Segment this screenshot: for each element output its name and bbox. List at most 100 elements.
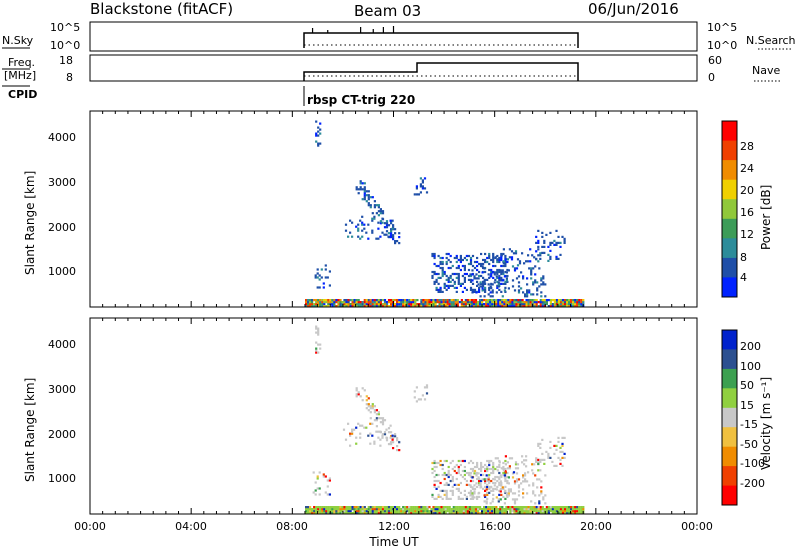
heatmap-cell [572,303,575,306]
heatmap-cell [305,301,308,304]
heatmap-cell [542,281,545,284]
heatmap-cell [547,510,550,513]
heatmap-cell [500,276,503,279]
heatmap-cell [432,510,435,513]
heatmap-cell [315,347,318,350]
heatmap-cell [504,260,507,264]
heatmap-cell [488,262,491,266]
heatmap-cell [419,185,422,188]
heatmap-cell [481,287,484,290]
heatmap-cell [498,477,501,481]
heatmap-cell [447,465,450,469]
heatmap-cell [488,473,491,477]
heatmap-cell [496,284,499,287]
heatmap-cell [351,221,354,224]
heatmap-cell [513,500,517,503]
heatmap-cell [486,497,489,500]
heatmap-cell [564,305,567,308]
heatmap-cell [501,301,504,304]
heatmap-cell [551,305,554,308]
heatmap-cell [503,510,506,513]
heatmap-cell [515,508,518,511]
heatmap-cell [339,510,342,513]
heatmap-cell [471,497,475,500]
heatmap-cell [532,490,535,493]
heatmap-cell [317,508,320,511]
heatmap-cell [438,301,441,304]
heatmap-cell [471,254,475,258]
heatmap-cell [524,295,527,298]
heatmap-cell [361,303,364,306]
heatmap-cell [488,459,491,463]
heatmap-cell [423,386,427,389]
heatmap-cell [441,467,444,471]
heatmap-cell [553,243,556,246]
heatmap-cell [521,508,524,511]
power-cbar-tick-12: 12 [740,228,754,241]
heatmap-cell [408,510,411,513]
heatmap-cell [498,278,501,281]
heatmap-cell [469,260,473,264]
heatmap-cell [482,276,485,279]
heatmap-cell [474,508,478,511]
heatmap-cell [373,440,376,443]
heatmap-cell [344,229,348,232]
heatmap-cell [367,202,370,205]
heatmap-cell [441,262,444,266]
heatmap-cell [313,512,316,515]
heatmap-cell [566,510,569,513]
heatmap-cell [543,508,546,511]
heatmap-cell [529,301,532,304]
heatmap-cell [574,512,577,515]
heatmap-cell [443,471,446,475]
heatmap-cell [485,474,488,477]
heatmap-cell [392,236,395,239]
heatmap-cell [480,264,483,268]
heatmap-cell [353,299,356,302]
heatmap-cell [418,305,421,308]
freq-trace [303,62,579,81]
heatmap-cell [325,508,328,511]
heatmap-cell [539,254,542,257]
heatmap-cell [498,274,501,278]
heatmap-cell [503,476,506,479]
heatmap-cell [321,510,324,513]
heatmap-cell [365,194,368,197]
heatmap-cell [476,497,479,500]
heatmap-cell [492,252,495,256]
heatmap-cell [379,417,382,420]
heatmap-cell [440,512,443,515]
heatmap-cell [439,463,442,467]
heatmap-cell [501,512,504,515]
heatmap-cell [391,227,394,230]
heatmap-cell [465,479,468,483]
heatmap-cell [496,276,499,279]
heatmap-cell [412,510,415,513]
heatmap-cell [504,290,507,293]
heatmap-cell [502,469,505,472]
heatmap-cell [489,486,492,489]
heatmap-cell [452,303,455,306]
heatmap-cell [471,279,474,282]
heatmap-cell [359,188,362,191]
heatmap-cell [499,488,502,491]
heatmap-cell [578,303,581,306]
heatmap-cell [392,226,395,229]
heatmap-cell [525,305,528,308]
heatmap-cell [537,469,540,472]
heatmap-cell [410,301,413,304]
heatmap-cell [463,266,466,270]
heatmap-cell [479,295,482,298]
heatmap-cell [445,274,448,278]
heatmap-cell [404,301,407,304]
heatmap-cell [373,419,376,422]
heatmap-cell [493,273,496,276]
heatmap-cell [576,506,579,509]
heatmap-cell [508,467,511,470]
heatmap-cell [371,219,374,222]
heatmap-cell [324,264,327,267]
heatmap-cell [496,258,499,261]
heatmap-cell [318,278,321,281]
heatmap-cell [490,489,493,492]
heatmap-cell [522,496,525,499]
